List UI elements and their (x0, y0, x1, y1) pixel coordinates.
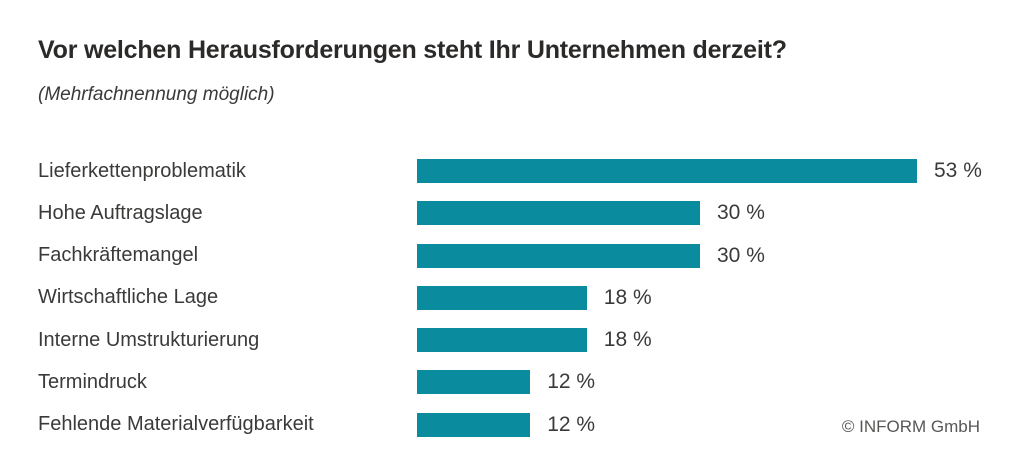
chart-row: Interne Umstrukturierung 18 % (38, 328, 1024, 353)
chart-row: Fachkräftemangel 30 % (38, 243, 1024, 268)
bar (417, 328, 587, 353)
bar (417, 243, 700, 268)
chart-subtitle: (Mehrfachnennung möglich) (38, 84, 275, 105)
category-label: Termindruck (38, 370, 147, 393)
bar (417, 201, 700, 226)
category-label: Wirtschaftliche Lage (38, 286, 219, 309)
chart-row: Hohe Auftragslage 30 % (38, 201, 1024, 226)
chart-title: Vor welchen Herausforderungen steht Ihr … (38, 36, 787, 64)
category-label: Fehlende Materialverfügbarkeit (38, 413, 314, 436)
value-label: 30 % (717, 201, 765, 225)
chart-row: Lieferkettenproblematik 53 % (38, 159, 1024, 183)
category-label: Interne Umstrukturierung (38, 328, 260, 351)
value-label: 18 % (603, 328, 652, 352)
bar (417, 412, 531, 437)
chart-row: Wirtschaftliche Lage 18 % (38, 285, 1024, 310)
category-label: Lieferkettenproblematik (38, 159, 246, 182)
bar (417, 285, 587, 310)
value-label: 12 % (547, 412, 596, 436)
value-label: 30 % (717, 243, 765, 267)
bar (417, 159, 917, 183)
bar-chart-area: Lieferkettenproblematik 53 % Hohe Auftra… (38, 159, 1024, 455)
bar (417, 370, 531, 395)
copyright-notice: © INFORM GmbH (841, 417, 980, 436)
category-label: Fachkräftemangel (38, 244, 199, 267)
value-label: 53 % (934, 159, 982, 182)
value-label: 12 % (547, 370, 596, 394)
value-label: 18 % (603, 285, 652, 309)
chart-row: Termindruck 12 % (38, 370, 1024, 395)
category-label: Hohe Auftragslage (38, 201, 203, 224)
chart-row: Fehlende Materialverfügbarkeit 12 % (38, 412, 1024, 437)
